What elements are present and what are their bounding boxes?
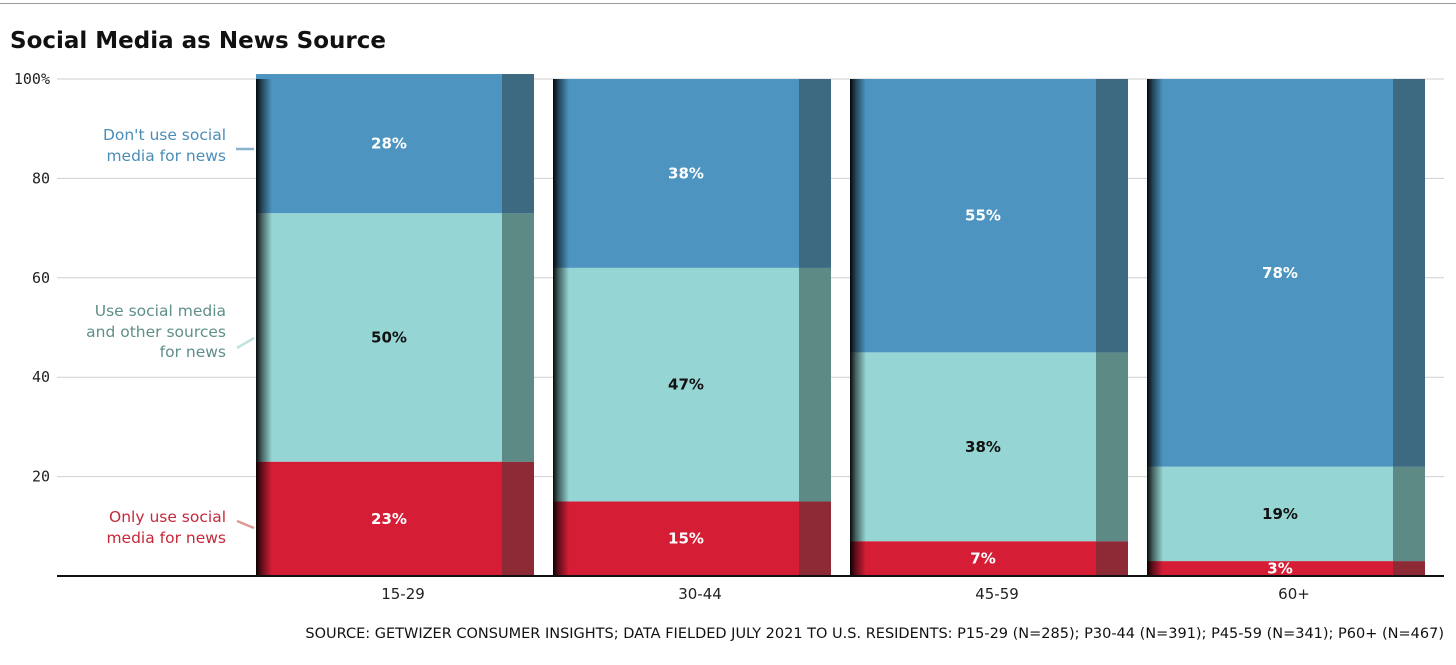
legend-label-line: media for news [106,147,226,165]
data-label: 15% [668,530,704,548]
bar-segment-shade [799,267,831,502]
bar-30-44: 15% 47% 38% [553,79,831,576]
bar-edge-shadow [256,79,272,576]
bar-segment-shade [1096,541,1128,576]
bar-segment-shade [502,461,534,576]
data-label: 23% [371,510,407,528]
data-label: 7% [970,550,995,568]
source-note: SOURCE: GETWIZER CONSUMER INSIGHTS; DATA… [305,626,1444,642]
x-tick-label: 15-29 [381,585,425,603]
bar-edge-shadow [553,79,569,576]
data-label: 38% [965,438,1001,456]
data-label: 50% [371,328,407,346]
bar-edge-shadow [850,79,866,576]
bar-segment [1147,561,1425,576]
bar-segment [850,541,1128,576]
bar-segment-shade [1393,466,1425,562]
data-label: 47% [668,376,704,394]
bar-15-29: 23% 50% 28% [256,74,534,576]
legend-label-line: Only use social [109,508,226,526]
data-label: 78% [1262,264,1298,282]
bar-segment-shade [799,501,831,576]
chart-title: Social Media as News Source [10,28,386,54]
legend-item: Use social media and other sources for new… [86,302,255,361]
x-tick-label: 45-59 [975,585,1019,603]
y-tick-label: 80 [32,169,50,187]
data-label: 38% [668,164,704,182]
y-tick-label: 100% [14,70,50,88]
legend-label: Use social media and other sources for new… [86,302,226,361]
bar-segment [850,79,1128,353]
bar-45-59: 7% 38% 55% [850,79,1128,576]
data-label: 19% [1262,505,1298,523]
bar-segment-shade [1393,561,1425,576]
bar-segment [553,267,831,502]
bar-segment [1147,79,1425,467]
legend-label: Don't use social media for news [103,126,226,165]
y-tick-label: 20 [32,468,50,486]
x-tick-label: 30-44 [678,585,722,603]
bar-segment [850,352,1128,542]
y-axis: 20 40 60 80 100% [14,70,50,486]
bar-segment-shade [799,79,831,268]
bar-segment [256,74,534,214]
bar-60+: 3% 19% 78% [1147,79,1425,578]
bar-segment-shade [1096,352,1128,542]
bar-edge-shadow [1147,79,1163,576]
bar-segment [553,501,831,576]
bar-segment [256,461,534,576]
data-label: 3% [1267,560,1292,578]
legend-item: Only use social media for news [106,508,255,547]
data-label: 28% [371,135,407,153]
bar-segment [256,213,534,462]
legend-leader-line [236,336,255,350]
data-label: 55% [965,207,1001,225]
legend-leader-line [236,519,255,530]
legend-item: Don't use social media for news [103,126,254,165]
bars: 23% 50% 28% 15% 47% 38% 7% 38% 55% 3% 19% 78% [256,74,1425,578]
bar-segment-shade [1393,79,1425,467]
bar-segment [1147,466,1425,562]
legend-label-line: and other sources [86,323,226,341]
legend-label: Only use social media for news [106,508,226,547]
x-tick-label: 60+ [1278,585,1310,603]
bar-segment-shade [502,74,534,214]
y-tick-label: 40 [32,368,50,386]
bar-segment-shade [1096,79,1128,353]
legend-label-line: Use social media [95,302,226,320]
legend-label-line: for news [160,343,226,361]
top-rule [0,3,1456,4]
bar-segment [553,79,831,268]
legend: Only use social media for news Use social … [86,126,255,547]
x-axis: 15-29 30-44 45-59 60+ [57,575,1444,603]
legend-label-line: media for news [106,529,226,547]
legend-label-line: Don't use social [103,126,226,144]
y-tick-label: 60 [32,269,50,287]
bar-segment-shade [502,213,534,462]
